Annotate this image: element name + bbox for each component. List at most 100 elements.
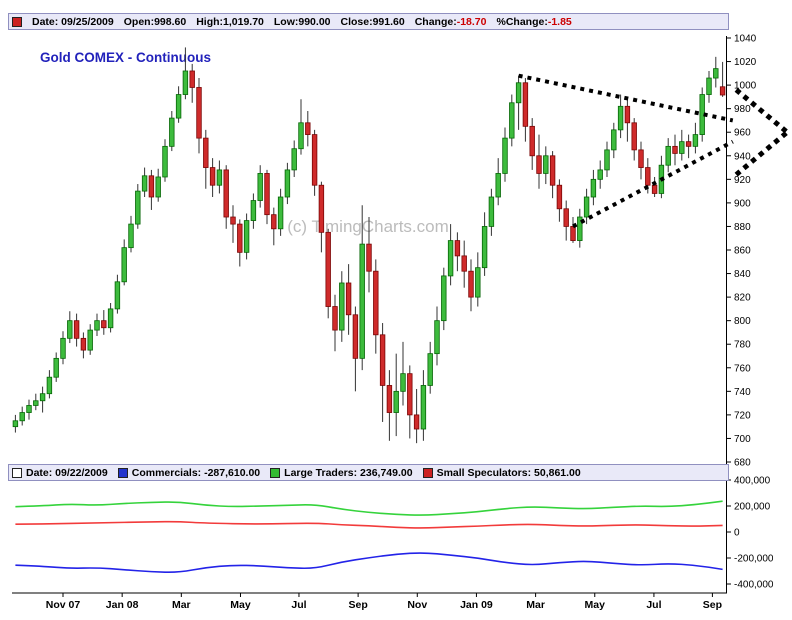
- candle-body: [481, 226, 488, 269]
- candle-body: [447, 240, 454, 277]
- ohlc-item: Close:991.60: [340, 15, 405, 28]
- candle-body: [454, 240, 461, 257]
- candle-body: [148, 175, 155, 198]
- candle-body: [645, 167, 651, 186]
- candle-body: [87, 329, 93, 351]
- candle-body: [19, 412, 25, 422]
- month-label: Jul: [291, 599, 306, 611]
- candle-body: [175, 94, 182, 119]
- candle-body: [196, 87, 202, 139]
- cot-info-bar: Date: 09/22/2009 Commercials: -287,610.00…: [8, 464, 729, 481]
- candle-body: [529, 125, 535, 157]
- candle-body: [577, 216, 583, 241]
- price-tick-label: 740: [734, 387, 751, 398]
- candle-body: [719, 86, 726, 96]
- candle-body: [549, 155, 556, 186]
- candle-body: [638, 149, 644, 168]
- upper-trendline: [518, 73, 734, 123]
- candle-body: [617, 105, 624, 131]
- candle-body: [230, 216, 236, 225]
- cot-date-swatch-icon: [12, 467, 22, 478]
- candle-body: [359, 243, 365, 359]
- candle-body: [624, 105, 631, 124]
- price-tick-label: 820: [734, 293, 751, 304]
- candle-body: [318, 184, 325, 233]
- month-label: Sep: [348, 599, 367, 611]
- breakout-arrow-lower-wing: [734, 130, 789, 177]
- ohlc-items: Date: 09/25/2009 Open:998.60 High:1,019.70…: [32, 16, 572, 28]
- candle-body: [420, 385, 427, 430]
- price-tick-label: 1020: [734, 57, 757, 68]
- candle-body: [209, 167, 216, 186]
- candle-body: [495, 173, 501, 198]
- candle-body: [373, 270, 379, 336]
- small-speculators-legend-swatch-icon: [422, 467, 433, 478]
- ohlc-item: Low:990.00: [273, 15, 331, 28]
- candle-body: [563, 208, 569, 227]
- candle-body: [631, 122, 637, 151]
- month-label: May: [230, 599, 251, 611]
- price-tick-label: 940: [734, 151, 751, 162]
- candle-body: [271, 214, 277, 230]
- small-speculators-line: [15, 520, 723, 529]
- candle-body: [488, 196, 495, 227]
- price-tick-label: 760: [734, 363, 751, 374]
- large-traders-line: [15, 500, 723, 516]
- commercials-legend: Commercials: -287,610.00: [117, 467, 260, 479]
- candle-body: [277, 196, 284, 230]
- commercials-legend-swatch-icon: [117, 467, 128, 478]
- candle-body: [672, 145, 678, 154]
- month-label: Jan 08: [106, 599, 139, 611]
- candle-body: [223, 169, 229, 218]
- price-tick-label: 720: [734, 410, 751, 421]
- candle-body: [169, 117, 175, 147]
- candle-body: [570, 226, 576, 241]
- candle-body: [284, 169, 291, 198]
- candle-body: [305, 122, 311, 135]
- candle-body: [135, 190, 141, 225]
- candle-body: [107, 308, 114, 329]
- ohlc-item: Open:998.60: [123, 15, 187, 28]
- candle-body: [509, 102, 515, 139]
- cot-tick-label: -200,000: [734, 554, 774, 565]
- price-tick-label: 840: [734, 269, 751, 280]
- candle-body: [427, 353, 433, 386]
- candle-body: [243, 220, 250, 253]
- candle-body: [101, 320, 107, 329]
- candle-body: [407, 373, 413, 416]
- ohlc-info-bar: Date: 09/25/2009 Open:998.60 High:1,019.70…: [8, 13, 729, 30]
- candle-body: [53, 357, 59, 378]
- price-tick-label: 800: [734, 316, 751, 327]
- price-tick-label: 680: [734, 458, 751, 469]
- price-tick-label: 960: [734, 128, 751, 139]
- candle-body: [325, 231, 331, 307]
- candle-body: [352, 314, 359, 359]
- candle-body: [604, 149, 610, 171]
- candle-body: [692, 134, 699, 147]
- price-tick-label: 780: [734, 340, 751, 351]
- price-tick-label: 1040: [734, 34, 757, 45]
- candle-body: [128, 223, 134, 249]
- chart-title: Gold COMEX - Continuous: [40, 50, 211, 65]
- candle-body: [264, 173, 270, 216]
- candle-body: [556, 184, 563, 210]
- candle-body: [345, 282, 352, 316]
- cot-tick-label: -400,000: [734, 580, 774, 591]
- candle-body: [291, 148, 297, 171]
- candle-body: [141, 175, 148, 192]
- month-label: Jul: [646, 599, 661, 611]
- candle-body: [94, 320, 100, 331]
- candle-body: [665, 145, 671, 166]
- ohlc-item: Date: 09/25/2009: [32, 15, 114, 28]
- month-label: Mar: [526, 599, 545, 611]
- breakout-arrow-upper-wing: [734, 87, 789, 135]
- candle-body: [12, 420, 19, 428]
- price-tick-label: 920: [734, 175, 751, 186]
- candle-body: [475, 267, 481, 298]
- ohlc-item: Change: -18.70: [414, 15, 487, 28]
- candle-body: [515, 82, 522, 104]
- candle-body: [413, 414, 420, 430]
- candle-body: [203, 137, 209, 168]
